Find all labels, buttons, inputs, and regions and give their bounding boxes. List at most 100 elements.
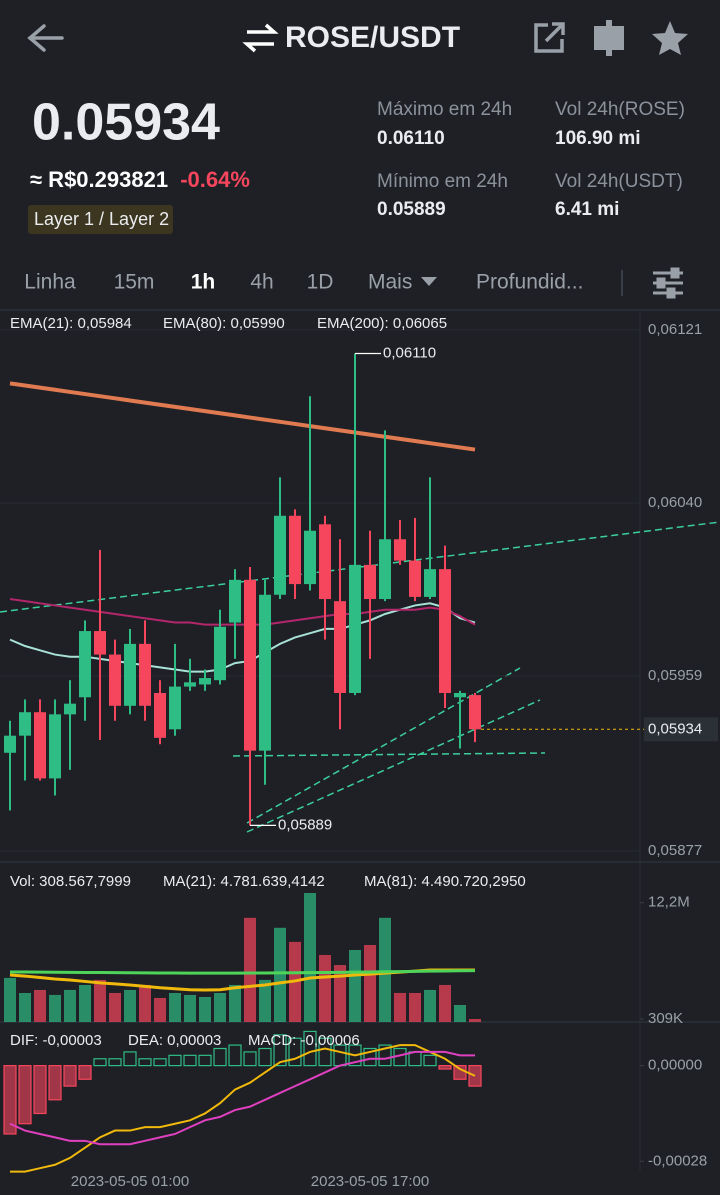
macd-bar bbox=[318, 1037, 332, 1067]
volume-bar bbox=[319, 954, 331, 1022]
candle-body bbox=[424, 569, 436, 597]
y-tick-label: 0,05877 bbox=[648, 842, 702, 859]
favorite-icon[interactable] bbox=[652, 21, 688, 55]
price-change: -0.64% bbox=[180, 167, 250, 192]
candle-body bbox=[4, 735, 16, 753]
volume-bar bbox=[64, 989, 76, 1022]
macd-bar bbox=[423, 1054, 437, 1067]
volume-bar bbox=[124, 989, 136, 1022]
macd-bar bbox=[288, 1037, 302, 1067]
volume-bar bbox=[439, 984, 451, 1022]
legend-label: MACD: -0,00006 bbox=[248, 1032, 360, 1049]
volume-bar bbox=[49, 994, 61, 1022]
tab-active[interactable]: 1h bbox=[191, 271, 216, 294]
volume-bar bbox=[154, 997, 166, 1022]
candle-body bbox=[49, 714, 61, 779]
macd-bar bbox=[438, 1065, 452, 1070]
volume-bar bbox=[259, 979, 271, 1022]
macd-bar bbox=[348, 1044, 362, 1067]
macd-bar bbox=[18, 1065, 32, 1125]
indicator-line bbox=[10, 1044, 476, 1173]
legend-label: MA(21): 4.781.639,4142 bbox=[163, 873, 325, 890]
x-tick-label: 2023-05-05 17:00 bbox=[311, 1173, 429, 1190]
tab[interactable]: 15m bbox=[114, 271, 155, 294]
volume-bar bbox=[109, 992, 121, 1022]
tab[interactable]: Mais bbox=[368, 271, 412, 294]
candle-body bbox=[379, 539, 391, 600]
book-icon[interactable] bbox=[594, 20, 624, 56]
candle-body bbox=[139, 643, 151, 706]
candle-body bbox=[64, 703, 76, 715]
stat-value: 0.05889 bbox=[377, 199, 446, 220]
volume-bar bbox=[454, 1004, 466, 1022]
candle-body bbox=[364, 564, 376, 600]
settings-icon[interactable] bbox=[653, 267, 683, 299]
volume-bar bbox=[169, 992, 181, 1022]
tab[interactable]: 4h bbox=[250, 271, 273, 294]
tag-background bbox=[28, 205, 173, 234]
macd-bar bbox=[168, 1054, 182, 1067]
tag[interactable]: Layer 1 / Layer 2 bbox=[34, 209, 169, 229]
y-tick-label: 309K bbox=[648, 1010, 683, 1027]
trend-lines bbox=[0, 521, 720, 833]
legend-label: MA(81): 4.490.720,2950 bbox=[364, 873, 526, 890]
candle-body bbox=[94, 631, 106, 655]
y-tick-label: 0,06040 bbox=[648, 494, 702, 511]
legend-label: EMA(21): 0,05984 bbox=[10, 315, 132, 332]
stat-value: 106.90 mi bbox=[555, 128, 641, 149]
volume-bar bbox=[349, 949, 361, 1022]
volume-bar bbox=[214, 992, 226, 1022]
candle-body bbox=[259, 594, 271, 751]
volume-bar bbox=[244, 917, 256, 1022]
indicator-line bbox=[9, 969, 476, 975]
charts: 0,06121 0,06040 0,05959 0,05877 EMA(21): 0,0… bbox=[0, 315, 718, 1190]
candle-body bbox=[244, 579, 256, 751]
volume-bar bbox=[364, 944, 376, 1022]
stat-label: Vol 24h(ROSE) bbox=[555, 99, 685, 120]
legend-label: EMA(200): 0,06065 bbox=[317, 315, 447, 332]
tab[interactable]: 1D bbox=[307, 271, 334, 294]
last-price-box bbox=[644, 717, 718, 742]
candle-body bbox=[319, 524, 331, 600]
stat-label: Vol 24h(USDT) bbox=[555, 171, 683, 192]
y-tick-label: -0,00028 bbox=[648, 1152, 707, 1169]
candle-body bbox=[199, 678, 211, 685]
volume-bar bbox=[19, 992, 31, 1022]
tab[interactable]: Profundid... bbox=[476, 271, 583, 294]
macd-bar bbox=[213, 1047, 227, 1067]
candle-body bbox=[334, 601, 346, 693]
volume-bar bbox=[34, 989, 46, 1022]
macd-bar bbox=[108, 1058, 122, 1067]
last-price-label: 0,05934 bbox=[648, 720, 702, 737]
y-tick-label: 0,06121 bbox=[648, 321, 702, 338]
candle-body bbox=[184, 682, 196, 687]
legend-label: DEA: 0,00003 bbox=[128, 1032, 221, 1049]
dropdown-arrow bbox=[421, 277, 437, 286]
volume-bar bbox=[79, 984, 91, 1022]
macd-bar bbox=[273, 1034, 287, 1067]
volume-bar bbox=[94, 979, 106, 1022]
macd-bar bbox=[78, 1065, 92, 1080]
macd-bar bbox=[153, 1058, 167, 1067]
candle-body bbox=[439, 569, 451, 693]
back-button[interactable] bbox=[27, 24, 64, 52]
candle-body bbox=[229, 579, 241, 623]
candle-body bbox=[349, 564, 361, 693]
candle-body bbox=[34, 712, 46, 779]
candle-body bbox=[409, 560, 421, 597]
volume-bar bbox=[4, 977, 16, 1022]
price-line: ≈ R$0.293821 -0.64% bbox=[30, 167, 250, 192]
macd-bar bbox=[363, 1047, 377, 1067]
stat-label: Mínimo em 24h bbox=[377, 171, 508, 192]
candle-body bbox=[214, 626, 226, 681]
tab[interactable]: Linha bbox=[24, 271, 76, 294]
high-label: 0,06110 bbox=[383, 344, 436, 361]
pair-title: ROSE/USDT bbox=[285, 21, 460, 54]
legend-label: Vol: 308.567,7999 bbox=[10, 873, 131, 890]
volume-bar bbox=[304, 893, 316, 1022]
candle-body bbox=[79, 631, 91, 698]
macd-bar bbox=[243, 1051, 257, 1067]
swap-icon[interactable] bbox=[242, 23, 279, 53]
share-icon[interactable] bbox=[534, 22, 565, 53]
